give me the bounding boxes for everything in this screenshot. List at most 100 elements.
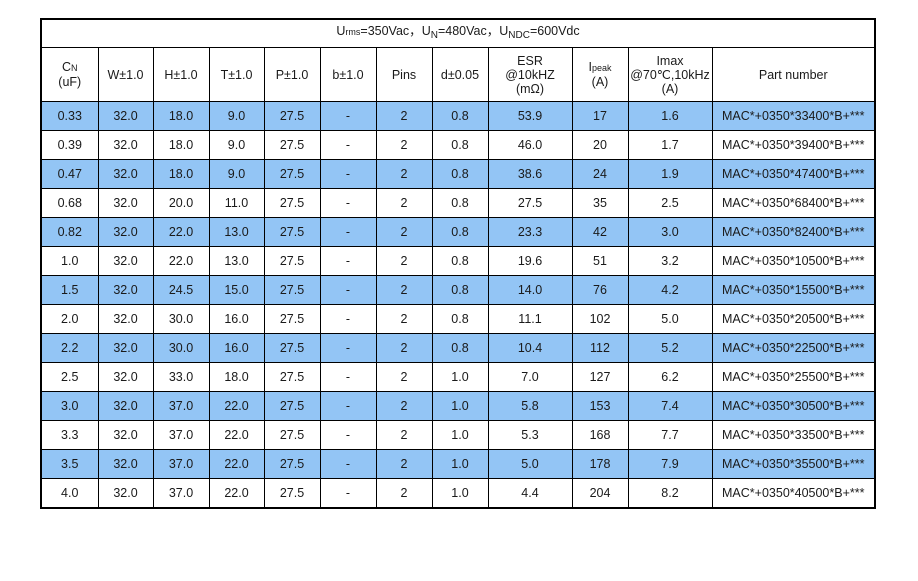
cell-lead-diameter: 0.8 <box>431 188 489 218</box>
cell-part-number: MAC*+0350*15500*B+*** <box>711 275 876 305</box>
cell-pins: 2 <box>375 420 433 450</box>
cell-thickness: 18.0 <box>208 362 265 392</box>
cell-height: 37.0 <box>152 449 210 479</box>
cell-part-number: MAC*+0350*40500*B+*** <box>711 478 876 509</box>
cell-thickness: 16.0 <box>208 304 265 334</box>
un-subscript: N <box>430 30 438 41</box>
cell-ipeak: 178 <box>571 449 629 479</box>
header-thickness: T±1.0 <box>208 47 265 102</box>
cell-lead-diameter: 0.8 <box>431 217 489 247</box>
column-header-row: CN (uF) W±1.0 H±1.0 T±1.0 P±1.0 b±1.0 Pin… <box>40 47 876 102</box>
cell-capacitance: 1.0 <box>40 246 99 276</box>
table-row: 4.0 32.0 37.0 22.0 27.5-2 1.0 4.4 204 8.2 MAC*+03… <box>40 478 876 509</box>
cell-imax: 1.7 <box>627 130 713 160</box>
cell-pitch: 27.5 <box>263 188 321 218</box>
cell-ipeak: 204 <box>571 478 629 509</box>
cell-height: 37.0 <box>152 478 210 509</box>
rating-title: Urms=350Vac，UN=480Vac，UNDC=600Vdc <box>40 18 876 48</box>
cell-width: 32.0 <box>97 159 154 189</box>
rating-title-row: Urms=350Vac，UN=480Vac，UNDC=600Vdc <box>40 18 876 48</box>
cell-pitch: 27.5 <box>263 333 321 363</box>
header-pitch: P±1.0 <box>263 47 321 102</box>
cell-lead-diameter: 0.8 <box>431 275 489 305</box>
table-row: 2.0 32.0 30.0 16.0 27.5-2 0.8 11.1 102 5.0 MAC*+0… <box>40 304 876 334</box>
cell-part-number: MAC*+0350*39400*B+*** <box>711 130 876 160</box>
cell-thickness: 13.0 <box>208 246 265 276</box>
cell-pitch: 27.5 <box>263 362 321 392</box>
cell-width: 32.0 <box>97 478 154 509</box>
cell-capacitance: 4.0 <box>40 478 99 509</box>
cell-lead-diameter: 1.0 <box>431 449 489 479</box>
cell-part-number: MAC*+0350*10500*B+*** <box>711 246 876 276</box>
cell-esr: 5.3 <box>487 420 573 450</box>
cell-esr: 19.6 <box>487 246 573 276</box>
cell-pitch: 27.5 <box>263 420 321 450</box>
un-symbol: U <box>421 24 431 38</box>
cell-esr: 46.0 <box>487 130 573 160</box>
cell-b: - <box>319 275 377 305</box>
cell-pins: 2 <box>375 362 433 392</box>
cell-imax: 4.2 <box>627 275 713 305</box>
cell-pins: 2 <box>375 217 433 247</box>
header-height: H±1.0 <box>152 47 210 102</box>
cell-esr: 14.0 <box>487 275 573 305</box>
cell-pitch: 27.5 <box>263 275 321 305</box>
cell-pitch: 27.5 <box>263 159 321 189</box>
cell-b: - <box>319 362 377 392</box>
cell-pins: 2 <box>375 188 433 218</box>
cell-part-number: MAC*+0350*68400*B+*** <box>711 188 876 218</box>
table-row: 0.33 32.0 18.0 9.0 27.5-2 0.8 53.9 17 1.6 MAC*+03… <box>40 101 876 131</box>
cell-thickness: 13.0 <box>208 217 265 247</box>
cell-width: 32.0 <box>97 217 154 247</box>
cell-width: 32.0 <box>97 362 154 392</box>
un-value: =480Vac， <box>437 24 500 38</box>
cell-b: - <box>319 159 377 189</box>
cell-width: 32.0 <box>97 130 154 160</box>
cell-pitch: 27.5 <box>263 391 321 421</box>
cell-ipeak: 51 <box>571 246 629 276</box>
cell-height: 30.0 <box>152 333 210 363</box>
header-capacitance: CN (uF) <box>40 47 99 102</box>
header-width: W±1.0 <box>97 47 154 102</box>
cell-pitch: 27.5 <box>263 449 321 479</box>
cell-thickness: 9.0 <box>208 159 265 189</box>
table-row: 1.5 32.0 24.5 15.0 27.5-2 0.8 14.0 76 4.2 MAC*+03… <box>40 275 876 305</box>
cell-pitch: 27.5 <box>263 101 321 131</box>
cell-thickness: 22.0 <box>208 478 265 509</box>
cell-esr: 5.0 <box>487 449 573 479</box>
cell-part-number: MAC*+0350*82400*B+*** <box>711 217 876 247</box>
cell-part-number: MAC*+0350*22500*B+*** <box>711 333 876 363</box>
cell-capacitance: 2.0 <box>40 304 99 334</box>
cell-lead-diameter: 0.8 <box>431 304 489 334</box>
cell-width: 32.0 <box>97 391 154 421</box>
cell-width: 32.0 <box>97 188 154 218</box>
cell-capacitance: 2.2 <box>40 333 99 363</box>
cell-b: - <box>319 478 377 509</box>
cell-b: - <box>319 130 377 160</box>
cell-width: 32.0 <box>97 449 154 479</box>
table-row: 0.39 32.0 18.0 9.0 27.5-2 0.8 46.0 20 1.7 MAC*+03… <box>40 130 876 160</box>
cell-height: 37.0 <box>152 420 210 450</box>
cell-lead-diameter: 1.0 <box>431 391 489 421</box>
cell-b: - <box>319 217 377 247</box>
undc-subscript: NDC <box>508 30 530 41</box>
cell-esr: 53.9 <box>487 101 573 131</box>
cell-pins: 2 <box>375 275 433 305</box>
cell-width: 32.0 <box>97 246 154 276</box>
cell-ipeak: 168 <box>571 420 629 450</box>
cell-pitch: 27.5 <box>263 304 321 334</box>
cell-ipeak: 153 <box>571 391 629 421</box>
table-row: 0.47 32.0 18.0 9.0 27.5-2 0.8 38.6 24 1.9 MAC*+03… <box>40 159 876 189</box>
table-row: 3.3 32.0 37.0 22.0 27.5-2 1.0 5.3 168 7.7 MAC*+03… <box>40 420 876 450</box>
cell-esr: 23.3 <box>487 217 573 247</box>
cell-b: - <box>319 101 377 131</box>
cell-ipeak: 17 <box>571 101 629 131</box>
cell-pins: 2 <box>375 391 433 421</box>
table-row: 3.0 32.0 37.0 22.0 27.5-2 1.0 5.8 153 7.4 MAC*+03… <box>40 391 876 421</box>
cell-capacitance: 3.3 <box>40 420 99 450</box>
table-row: 3.5 32.0 37.0 22.0 27.5-2 1.0 5.0 178 7.9 MAC*+03… <box>40 449 876 479</box>
cell-pitch: 27.5 <box>263 217 321 247</box>
table-row: 2.2 32.0 30.0 16.0 27.5-2 0.8 10.4 112 5.2 MAC*+0… <box>40 333 876 363</box>
cell-b: - <box>319 449 377 479</box>
table-row: 1.0 32.0 22.0 13.0 27.5-2 0.8 19.6 51 3.2 MAC*+03… <box>40 246 876 276</box>
